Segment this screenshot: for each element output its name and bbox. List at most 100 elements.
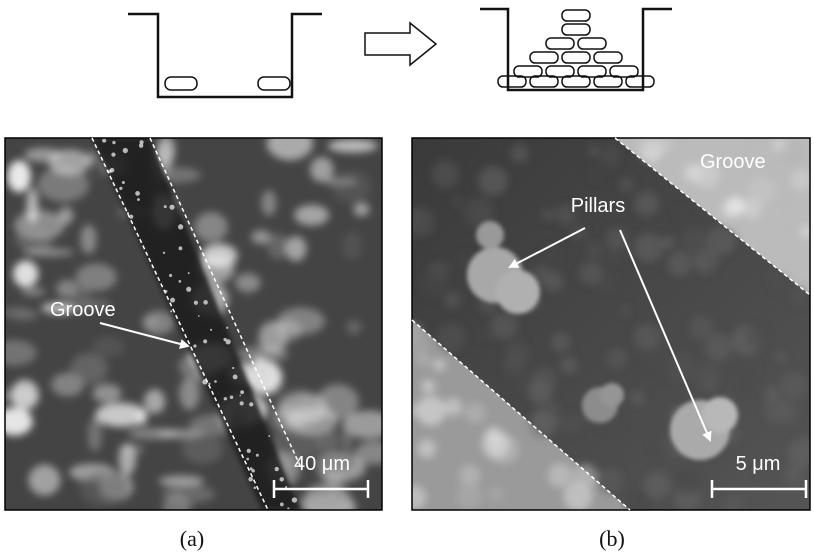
speck (170, 298, 175, 303)
texture (607, 349, 627, 369)
speck (111, 153, 115, 157)
texture (277, 308, 325, 335)
texture (587, 242, 603, 258)
texture (444, 398, 462, 416)
texture (342, 231, 361, 259)
speck (254, 486, 257, 489)
texture (667, 252, 692, 277)
annotation: Groove (50, 299, 116, 321)
speck (169, 205, 174, 210)
texture (285, 407, 338, 434)
texture (453, 291, 463, 301)
texture (620, 306, 630, 316)
texture (465, 403, 486, 424)
texture (294, 205, 329, 226)
texture (661, 236, 674, 249)
cell (578, 38, 606, 49)
speck (292, 497, 297, 502)
texture (405, 207, 435, 237)
speck (137, 198, 140, 201)
texture (267, 233, 287, 259)
texture (682, 228, 708, 254)
speck (251, 469, 255, 473)
texture (143, 317, 158, 327)
texture (119, 444, 136, 476)
texture (342, 416, 353, 452)
texture (14, 210, 65, 240)
texture (13, 261, 38, 288)
speck (179, 246, 183, 250)
texture (573, 464, 597, 488)
texture (27, 188, 39, 224)
scale-bar-label: 5 μm (736, 453, 781, 475)
texture (92, 384, 121, 403)
texture (331, 170, 371, 203)
texture (747, 325, 769, 347)
texture (625, 489, 652, 516)
speck (139, 140, 143, 144)
texture (21, 288, 45, 296)
speck (275, 467, 279, 471)
texture (346, 320, 361, 334)
speck (170, 310, 172, 312)
texture (58, 207, 73, 224)
texture (70, 353, 108, 384)
speck (122, 181, 125, 184)
speck (239, 395, 241, 397)
speck (240, 390, 244, 394)
speck (102, 139, 106, 143)
texture (628, 353, 641, 366)
texture (459, 465, 481, 487)
texture (431, 160, 460, 189)
speck (186, 287, 191, 292)
texture (251, 356, 268, 390)
texture (310, 157, 333, 182)
speck (240, 401, 244, 405)
texture (235, 273, 260, 292)
speck (280, 503, 284, 507)
texture (417, 439, 436, 458)
speck (233, 375, 238, 380)
texture (634, 233, 663, 262)
texture (489, 486, 504, 501)
texture (674, 468, 701, 495)
texture (723, 495, 745, 517)
cell (258, 77, 290, 90)
speck (230, 396, 233, 399)
texture (777, 139, 804, 166)
cell (562, 24, 590, 35)
texture (542, 209, 554, 221)
texture (784, 464, 804, 484)
texture (689, 315, 713, 339)
texture (485, 426, 503, 444)
speck (169, 274, 172, 277)
texture (80, 225, 96, 254)
texture (162, 485, 215, 503)
speck (256, 454, 259, 457)
texture (456, 484, 482, 510)
texture (402, 485, 426, 509)
texture (421, 379, 435, 393)
texture (92, 337, 124, 357)
cell (546, 38, 574, 49)
speck (135, 191, 140, 196)
texture (491, 312, 518, 339)
texture (776, 352, 787, 363)
texture (630, 391, 644, 405)
cell (594, 52, 622, 63)
texture (705, 381, 715, 391)
texture (23, 248, 74, 256)
texture (600, 150, 619, 169)
texture (791, 169, 812, 190)
texture (772, 276, 789, 293)
cell (530, 52, 558, 63)
speck (163, 252, 165, 254)
texture (182, 434, 223, 464)
texture (588, 145, 599, 156)
texture (354, 203, 370, 217)
texture (635, 192, 660, 217)
texture (7, 160, 31, 192)
texture (740, 380, 753, 393)
speck (123, 148, 128, 153)
texture (12, 310, 39, 321)
